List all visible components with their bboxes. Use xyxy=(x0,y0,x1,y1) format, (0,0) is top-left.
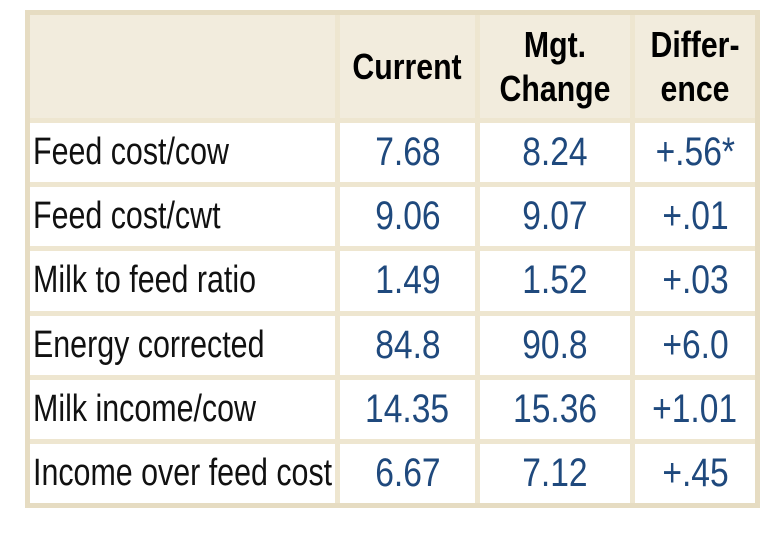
row-label: Milk income/cow xyxy=(30,379,335,439)
difference-value: +.01 xyxy=(635,187,755,247)
header-mgt-change: Mgt. Change xyxy=(480,15,630,118)
comparison-table: Current Mgt. Change Differ- ence Feed co… xyxy=(25,10,760,508)
difference-value: +.45 xyxy=(635,443,755,503)
row-label: Feed cost/cwt xyxy=(30,187,335,247)
difference-value: +1.01 xyxy=(635,379,755,439)
difference-value: +.03 xyxy=(635,251,755,311)
current-value: 14.35 xyxy=(340,379,475,439)
current-value: 1.49 xyxy=(340,251,475,311)
mgt-change-value: 1.52 xyxy=(480,251,630,311)
mgt-change-value: 15.36 xyxy=(480,379,630,439)
row-label: Energy corrected xyxy=(30,315,335,375)
header-current: Current xyxy=(340,15,475,118)
header-blank-cell xyxy=(30,15,335,118)
row-label: Income over feed cost xyxy=(30,443,335,503)
mgt-change-value: 7.12 xyxy=(480,443,630,503)
row-label: Feed cost/cow xyxy=(30,123,335,183)
mgt-change-value: 9.07 xyxy=(480,187,630,247)
difference-value: +6.0 xyxy=(635,315,755,375)
current-value: 6.67 xyxy=(340,443,475,503)
row-label: Milk to feed ratio xyxy=(30,251,335,311)
mgt-change-value: 90.8 xyxy=(480,315,630,375)
current-value: 7.68 xyxy=(340,123,475,183)
header-difference: Differ- ence xyxy=(635,15,755,118)
difference-value: +.56* xyxy=(635,123,755,183)
mgt-change-value: 8.24 xyxy=(480,123,630,183)
current-value: 84.8 xyxy=(340,315,475,375)
current-value: 9.06 xyxy=(340,187,475,247)
